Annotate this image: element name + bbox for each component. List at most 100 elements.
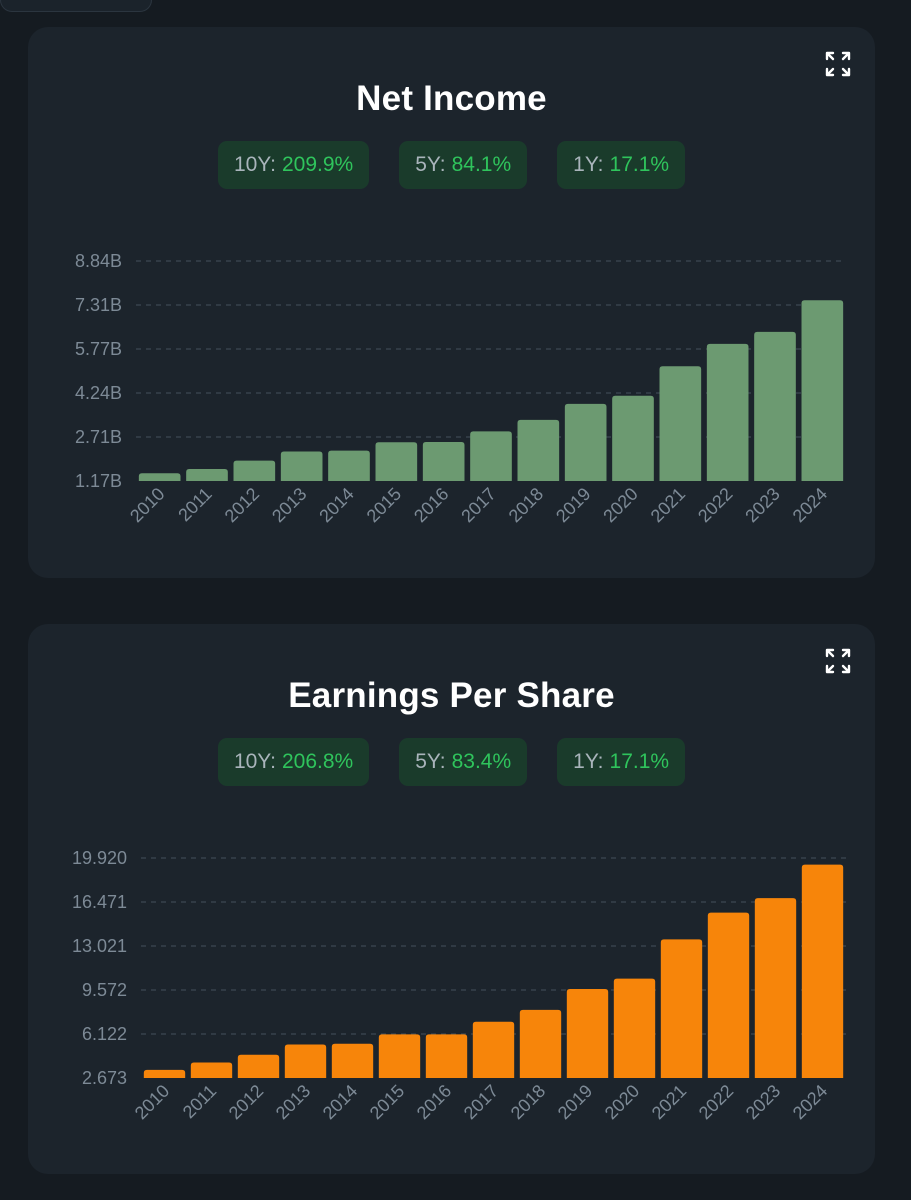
eps-card: 2.673 6.122 9.572 13.021 16.471 19.920 2010 201… bbox=[28, 624, 875, 1174]
x-tick-label: 2023 bbox=[742, 1081, 784, 1123]
x-tick-label: 2022 bbox=[695, 1081, 737, 1123]
bar-2012[interactable] bbox=[237, 1054, 280, 1078]
x-tick-label: 2013 bbox=[272, 1081, 314, 1123]
growth-badge-5y: 5Y: 84.1% bbox=[399, 141, 528, 189]
bar-2023[interactable] bbox=[754, 331, 796, 481]
x-tick-label: 2018 bbox=[507, 1081, 549, 1123]
bar-2011[interactable] bbox=[190, 1062, 233, 1078]
x-tick-label: 2015 bbox=[363, 484, 405, 526]
x-tick-label: 2013 bbox=[268, 484, 310, 526]
bar-2015[interactable] bbox=[378, 1034, 421, 1078]
y-tick-label: 13.021 bbox=[72, 936, 127, 956]
x-tick-label: 2024 bbox=[789, 1081, 831, 1123]
growth-badge-10y: 10Y: 206.8% bbox=[217, 738, 370, 786]
x-tick-label: 2019 bbox=[552, 484, 594, 526]
bar-2024[interactable] bbox=[801, 864, 844, 1078]
x-tick-label: 2011 bbox=[174, 484, 216, 526]
badge-period: 10Y: bbox=[233, 750, 276, 773]
net-income-card: 1.17B 2.71B 4.24B 5.77B 7.31B 8.84B 2010 2011 20… bbox=[28, 27, 875, 578]
x-tick-label: 2023 bbox=[741, 484, 783, 526]
bar-2014[interactable] bbox=[328, 450, 370, 481]
x-tick-label: 2021 bbox=[647, 484, 689, 526]
x-tick-label: 2022 bbox=[694, 484, 736, 526]
x-tick-label: 2020 bbox=[601, 1081, 643, 1123]
badge-period: 5Y: bbox=[415, 153, 446, 176]
x-tick-label: 2012 bbox=[225, 1081, 267, 1123]
x-tick-label: 2016 bbox=[413, 1081, 455, 1123]
bar-2015[interactable] bbox=[375, 442, 418, 481]
x-tick-label: 2014 bbox=[319, 1081, 361, 1123]
bar-2019[interactable] bbox=[566, 989, 609, 1078]
badge-period: 10Y: bbox=[233, 153, 276, 176]
x-tick-label: 2019 bbox=[554, 1081, 596, 1123]
y-tick-label: 2.673 bbox=[82, 1068, 127, 1088]
bar-2010[interactable] bbox=[143, 1069, 186, 1078]
x-tick-label: 2010 bbox=[131, 1081, 173, 1123]
bar-2011[interactable] bbox=[186, 468, 228, 481]
growth-badges: 10Y: 206.8% 5Y: 83.4% 1Y: 17.1% bbox=[28, 738, 875, 786]
y-tick-label: 1.17B bbox=[75, 471, 122, 491]
growth-badge-1y: 1Y: 17.1% bbox=[557, 738, 686, 786]
badge-period: 5Y: bbox=[415, 750, 446, 773]
badge-period: 1Y: bbox=[573, 750, 604, 773]
badge-value: 17.1% bbox=[609, 153, 670, 176]
x-tick-label: 2018 bbox=[505, 484, 547, 526]
x-tick-label: 2012 bbox=[221, 484, 263, 526]
x-tick-label: 2015 bbox=[366, 1081, 408, 1123]
bar-2023[interactable] bbox=[754, 898, 797, 1078]
y-tick-label: 9.572 bbox=[82, 980, 127, 1000]
bar-2021[interactable] bbox=[659, 366, 702, 481]
bar-2020[interactable] bbox=[613, 978, 656, 1078]
badge-value: 209.9% bbox=[281, 153, 354, 176]
bar-2013[interactable] bbox=[280, 451, 323, 481]
bar-2022[interactable] bbox=[707, 912, 750, 1078]
badge-value: 84.1% bbox=[451, 153, 512, 176]
x-tick-label: 2014 bbox=[315, 484, 357, 526]
badge-period: 1Y: bbox=[573, 153, 604, 176]
badge-value: 83.4% bbox=[451, 750, 512, 773]
growth-badge-10y: 10Y: 209.9% bbox=[217, 141, 370, 189]
bar-2014[interactable] bbox=[331, 1043, 374, 1078]
chart-title: Earnings Per Share bbox=[288, 676, 615, 715]
x-tick-label: 2017 bbox=[460, 1081, 502, 1123]
bar-2021[interactable] bbox=[660, 939, 703, 1078]
y-tick-label: 16.471 bbox=[72, 892, 127, 912]
y-tick-label: 4.24B bbox=[75, 383, 122, 403]
growth-badge-1y: 1Y: 17.1% bbox=[557, 141, 686, 189]
y-tick-label: 7.31B bbox=[75, 295, 122, 315]
x-tick-label: 2011 bbox=[179, 1081, 221, 1123]
bar-2018[interactable] bbox=[519, 1009, 562, 1078]
y-tick-label: 19.920 bbox=[72, 848, 127, 868]
x-tick-label: 2024 bbox=[789, 484, 831, 526]
x-tick-label: 2020 bbox=[599, 484, 641, 526]
expand-icon[interactable] bbox=[825, 648, 851, 674]
top-tab-stub[interactable] bbox=[0, 0, 152, 12]
bar-2010[interactable] bbox=[138, 473, 181, 481]
bar-2013[interactable] bbox=[284, 1044, 327, 1078]
bar-2012[interactable] bbox=[233, 460, 276, 481]
x-tick-label: 2017 bbox=[457, 484, 499, 526]
bar-2019[interactable] bbox=[564, 403, 607, 481]
y-tick-label: 6.122 bbox=[82, 1024, 127, 1044]
bar-2022[interactable] bbox=[706, 343, 749, 481]
bar-2017[interactable] bbox=[472, 1021, 515, 1078]
badge-value: 206.8% bbox=[281, 750, 354, 773]
y-tick-label: 2.71B bbox=[75, 427, 122, 447]
chart-title: Net Income bbox=[356, 79, 547, 118]
bar-2017[interactable] bbox=[470, 431, 512, 481]
bar-2024[interactable] bbox=[801, 300, 844, 481]
bar-2016[interactable] bbox=[422, 441, 465, 481]
x-tick-label: 2016 bbox=[410, 484, 452, 526]
y-tick-label: 8.84B bbox=[75, 251, 122, 271]
growth-badge-5y: 5Y: 83.4% bbox=[399, 738, 528, 786]
bar-2020[interactable] bbox=[612, 395, 654, 481]
bar-2018[interactable] bbox=[517, 419, 560, 481]
y-tick-label: 5.77B bbox=[75, 339, 122, 359]
bar-2016[interactable] bbox=[425, 1034, 468, 1078]
growth-badges: 10Y: 209.9% 5Y: 84.1% 1Y: 17.1% bbox=[28, 141, 875, 189]
badge-value: 17.1% bbox=[609, 750, 670, 773]
expand-icon[interactable] bbox=[825, 51, 851, 77]
x-tick-label: 2021 bbox=[648, 1081, 690, 1123]
